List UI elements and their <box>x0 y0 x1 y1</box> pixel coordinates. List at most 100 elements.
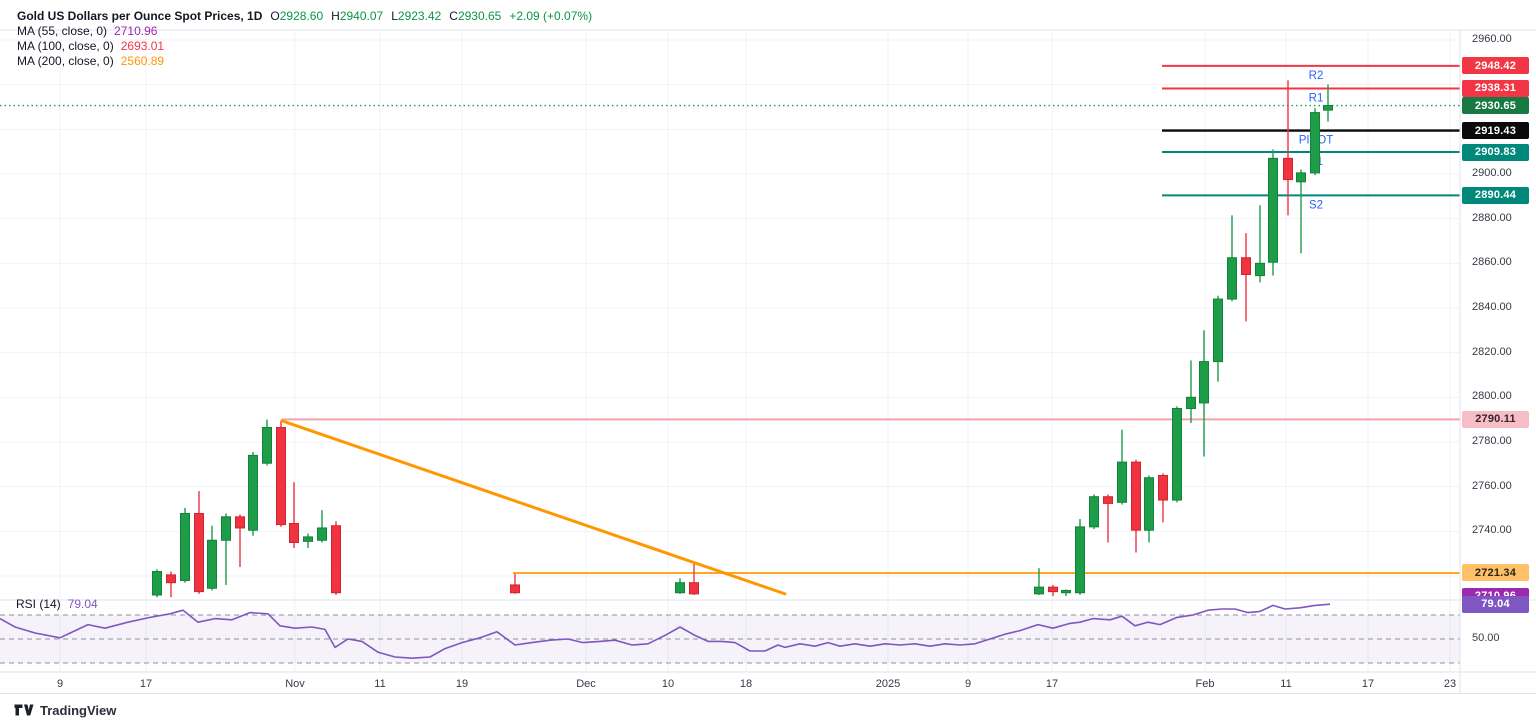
candle[interactable] <box>1283 80 1293 216</box>
price-badge-s1[interactable]: 2909.83 <box>1462 143 1529 161</box>
time-axis[interactable]: 9 17 Nov 11 19 Dec 10 18 2025 9 17 Feb 11 17 23 <box>0 672 1460 694</box>
candle[interactable] <box>1117 429 1127 505</box>
candle[interactable] <box>1268 149 1278 276</box>
price-badge-r1[interactable]: 2938.31 <box>1462 79 1529 97</box>
price-tick-2740.00: 2740.00 <box>1472 524 1512 537</box>
ma100-legend-row[interactable]: MA (100, close, 0) 2693.01 <box>17 39 592 54</box>
price-tick-2800.00: 2800.00 <box>1472 390 1512 403</box>
candle[interactable] <box>1213 295 1223 382</box>
candle[interactable] <box>289 482 299 549</box>
candle[interactable] <box>1131 459 1141 553</box>
tradingview-logo[interactable]: TradingView <box>14 702 116 718</box>
time-tick-9: 9 <box>964 678 972 690</box>
price-axis[interactable]: 2960.00 2900.00 2880.00 2860.00 2840.00 2820.… <box>1460 0 1536 728</box>
candle[interactable] <box>510 573 520 594</box>
candle[interactable] <box>235 514 245 568</box>
price-badge-alert-2790[interactable]: 2790.11 <box>1462 410 1529 428</box>
candle[interactable] <box>262 419 272 466</box>
price-badge-pivot[interactable]: 2919.43 <box>1462 122 1529 140</box>
rsi-value: 79.04 <box>67 597 98 611</box>
candle-body <box>221 516 231 541</box>
rsi-plot-layer <box>0 603 1331 660</box>
time-tick-2025: 2025 <box>875 678 901 690</box>
candle[interactable] <box>303 533 313 549</box>
symbol-legend-row[interactable]: Gold US Dollars per Ounce Spot Prices, 1… <box>17 9 592 24</box>
candle-body <box>1131 461 1141 531</box>
ohlc-close-letter: C <box>449 9 458 23</box>
candle-body <box>317 527 327 541</box>
rsi-label: RSI (14) <box>16 597 61 611</box>
ma200-value: 2560.89 <box>120 54 165 68</box>
candle[interactable] <box>180 507 190 583</box>
candle[interactable] <box>207 525 217 591</box>
ma55-legend-row[interactable]: MA (55, close, 0) 2710.96 <box>17 24 592 39</box>
trendline[interactable] <box>280 419 787 596</box>
candle[interactable] <box>1241 233 1251 322</box>
candle-body <box>1186 396 1196 409</box>
ma200-legend-row[interactable]: MA (200, close, 0) 2560.89 <box>17 54 592 69</box>
ma55-value: 2710.96 <box>114 24 158 38</box>
candle[interactable] <box>1061 589 1071 597</box>
candle-body <box>303 536 313 542</box>
candle[interactable] <box>1075 519 1085 595</box>
candle[interactable] <box>1144 475 1154 543</box>
candle[interactable] <box>1172 406 1182 503</box>
candle[interactable] <box>689 562 699 595</box>
price-badge-s2[interactable]: 2890.44 <box>1462 186 1529 204</box>
price-tick-2760.00: 2760.00 <box>1472 479 1512 492</box>
candle-body <box>1283 157 1293 181</box>
candle[interactable] <box>194 491 204 594</box>
ohlc-close-value: 2930.65 <box>457 9 502 23</box>
price-badge-last[interactable]: 2930.65 <box>1462 97 1529 115</box>
candle[interactable] <box>166 571 176 598</box>
price-tick-2820.00: 2820.00 <box>1472 345 1512 358</box>
chart-legend: Gold US Dollars per Ounce Spot Prices, 1… <box>17 9 592 69</box>
candle-body <box>1048 586 1058 593</box>
candle[interactable] <box>1158 473 1168 523</box>
candle[interactable] <box>1034 568 1044 595</box>
candle[interactable] <box>317 510 327 543</box>
price-tick-2960.00: 2960.00 <box>1472 33 1512 45</box>
candle[interactable] <box>675 578 685 594</box>
time-tick-10: 10 <box>661 678 675 690</box>
ohlc-low-letter: L <box>391 9 398 23</box>
candle[interactable] <box>1227 215 1237 302</box>
candle[interactable] <box>276 420 286 527</box>
candle[interactable] <box>1323 84 1333 122</box>
ohlc-low-value: 2923.42 <box>397 9 442 23</box>
candle-body <box>152 571 162 596</box>
rsi-line[interactable] <box>0 603 1331 660</box>
candle[interactable] <box>248 452 258 536</box>
price-badge-r2[interactable]: 2948.42 <box>1462 57 1529 75</box>
candle[interactable] <box>1199 330 1209 457</box>
symbol-title: Gold US Dollars per Ounce Spot Prices, 1… <box>17 9 263 23</box>
candle-body <box>207 539 217 589</box>
candle-body <box>510 584 520 594</box>
candle[interactable] <box>1103 494 1113 543</box>
candle[interactable] <box>1186 360 1196 424</box>
candle[interactable] <box>1310 108 1320 176</box>
candle[interactable] <box>221 513 231 585</box>
candle-body <box>1199 361 1209 404</box>
candle-body <box>1103 496 1113 504</box>
candle[interactable] <box>1296 169 1306 254</box>
price-badge-alert-2721[interactable]: 2721.34 <box>1462 564 1529 582</box>
time-tick-17: 17 <box>1361 678 1375 690</box>
candle-body <box>1089 496 1099 528</box>
time-tick-Nov: Nov <box>285 678 305 690</box>
candle[interactable] <box>1048 584 1058 597</box>
rsi-legend-row[interactable]: RSI (14) 79.04 <box>16 597 98 611</box>
candle[interactable] <box>152 569 162 598</box>
candle[interactable] <box>331 521 341 595</box>
candle-body <box>262 426 272 464</box>
pane-borders-layer <box>0 29 1536 694</box>
candle[interactable] <box>1089 494 1099 530</box>
candle-body <box>1323 105 1333 111</box>
candle-body <box>1034 586 1044 595</box>
time-tick-11: 11 <box>1280 678 1292 690</box>
ohlc-high-value: 2940.07 <box>339 9 384 23</box>
candle-body <box>1310 112 1320 174</box>
candle[interactable] <box>1255 205 1265 283</box>
